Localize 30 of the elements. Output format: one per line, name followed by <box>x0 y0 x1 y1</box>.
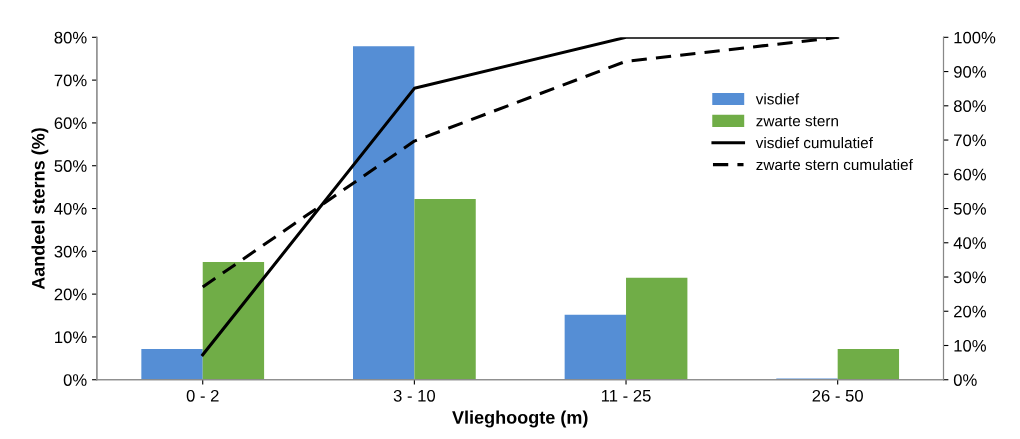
y-tick-label: 80% <box>54 31 87 44</box>
y2-tick-label: 60% <box>954 168 986 181</box>
y-axis-title: Aandeel sterns (%) <box>31 128 49 290</box>
y-tick-label: 40% <box>54 202 87 215</box>
y2-tick-label: 30% <box>953 271 986 284</box>
legend-label: visdief <box>755 93 800 105</box>
x-tick-label: 26 - 50 <box>812 389 863 402</box>
y-tick-label: 50% <box>54 160 87 172</box>
y-tick-label: 30% <box>54 245 87 258</box>
y-tick-label: 70% <box>54 74 87 87</box>
x-tick-label: 11 - 25 <box>601 389 651 402</box>
y2-tick-label: 40% <box>953 237 986 249</box>
x-tick-label: 0 - 2 <box>186 389 219 402</box>
y2-tick-label: 20% <box>954 305 986 318</box>
legend-label: visdief cumulatief <box>755 137 873 149</box>
y2-tick-label: 10% <box>954 339 986 352</box>
y-tick-label: 60% <box>54 117 87 130</box>
y2-tick-label: 50% <box>953 202 986 215</box>
y-tick-label: 10% <box>55 331 87 344</box>
x-axis-title: Vlieghoogte (m) <box>452 410 588 428</box>
y2-tick-label: 80% <box>953 100 986 112</box>
y2-tick-label: 0% <box>953 374 977 386</box>
y-tick-label: 0% <box>63 374 87 386</box>
y2-tick-label: 70% <box>954 134 986 147</box>
y2-tick-label: 90% <box>954 65 986 78</box>
y2-tick-label: 100% <box>954 31 996 44</box>
legend-label: zwarte stern <box>756 116 838 127</box>
x-tick-label: 3 - 10 <box>393 389 436 402</box>
legend-label: zwarte stern cumulatief <box>756 158 913 171</box>
y-tick-label: 20% <box>54 288 87 301</box>
